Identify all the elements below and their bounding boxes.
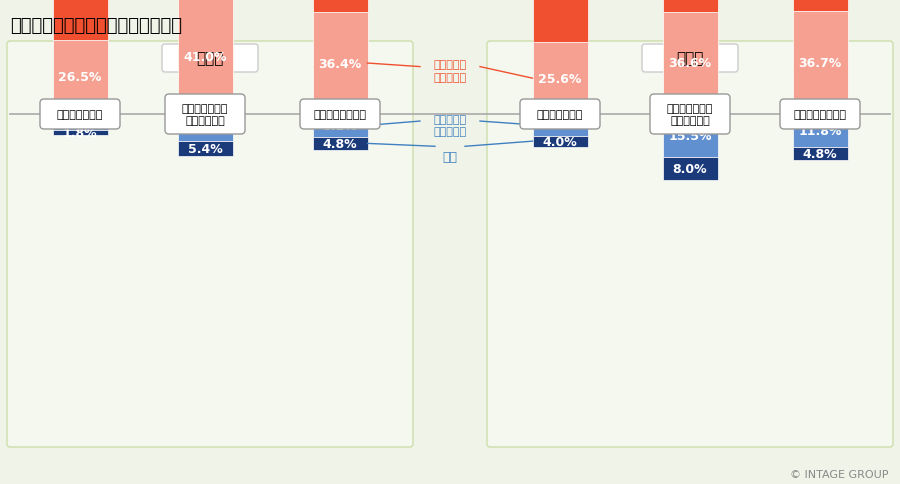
Text: 36.4%: 36.4% <box>319 58 362 70</box>
Text: © INTAGE GROUP: © INTAGE GROUP <box>789 469 888 479</box>
Bar <box>793 12 848 115</box>
Bar <box>533 0 588 43</box>
Text: 未就学児以上の
子どもと同居: 未就学児以上の 子どもと同居 <box>667 104 713 126</box>
Text: 5.4%: 5.4% <box>187 143 222 156</box>
FancyBboxPatch shape <box>7 42 413 447</box>
FancyBboxPatch shape <box>165 95 245 135</box>
Text: 女　性: 女 性 <box>676 51 704 66</box>
Text: 4.8%: 4.8% <box>323 137 357 151</box>
Bar <box>312 137 367 151</box>
Bar <box>793 115 848 148</box>
Text: 子どもと同居なし: 子どもと同居なし <box>313 110 366 120</box>
FancyBboxPatch shape <box>162 45 258 73</box>
Bar <box>312 13 367 115</box>
Bar <box>533 43 588 115</box>
Text: 男　性: 男 性 <box>196 51 224 66</box>
Text: 36.7%: 36.7% <box>798 57 842 70</box>
Bar <box>177 115 232 142</box>
Bar <box>312 0 367 13</box>
Text: 5.7%: 5.7% <box>63 116 97 129</box>
FancyBboxPatch shape <box>650 95 730 135</box>
Text: 25.6%: 25.6% <box>538 73 581 86</box>
Bar <box>52 41 107 115</box>
Bar <box>177 142 232 157</box>
Bar <box>662 0 717 13</box>
FancyBboxPatch shape <box>487 42 893 447</box>
Text: 26.5%: 26.5% <box>58 71 102 84</box>
Text: どちらかと
いえば反対: どちらかと いえば反対 <box>434 115 466 137</box>
Text: 41.0%: 41.0% <box>184 51 227 64</box>
FancyBboxPatch shape <box>780 100 860 130</box>
Bar <box>52 0 107 41</box>
Bar <box>533 115 588 136</box>
FancyBboxPatch shape <box>300 100 380 130</box>
Text: 11.8%: 11.8% <box>798 125 842 138</box>
Bar <box>793 0 848 12</box>
Text: 36.6%: 36.6% <box>669 57 712 70</box>
Text: 4.8%: 4.8% <box>803 148 837 161</box>
Text: 未就学児と同居: 未就学児と同居 <box>57 110 104 120</box>
Text: 8.0%: 8.0% <box>672 163 707 176</box>
Text: 1.8%: 1.8% <box>63 127 97 140</box>
Bar <box>793 148 848 161</box>
Bar <box>533 136 588 148</box>
Text: 未就学児と同居: 未就学児と同居 <box>536 110 583 120</box>
Text: 15.5%: 15.5% <box>668 130 712 143</box>
Bar <box>52 115 107 131</box>
Text: どちらかと
いえば賛成: どちらかと いえば賛成 <box>434 60 466 83</box>
FancyBboxPatch shape <box>520 100 600 130</box>
Text: 未就学児以上の
子どもと同居: 未就学児以上の 子どもと同居 <box>182 104 229 126</box>
FancyBboxPatch shape <box>40 100 120 130</box>
FancyBboxPatch shape <box>642 45 738 73</box>
Text: 図表１：保育の無償化に対する意見: 図表１：保育の無償化に対する意見 <box>10 17 182 35</box>
Bar <box>312 115 367 137</box>
Bar <box>662 13 717 115</box>
Text: 子どもと同居なし: 子どもと同居なし <box>794 110 847 120</box>
Text: 4.0%: 4.0% <box>543 136 578 149</box>
Text: 8.1%: 8.1% <box>323 120 357 133</box>
Text: 9.6%: 9.6% <box>188 121 222 135</box>
Bar <box>177 0 232 115</box>
Bar <box>662 115 717 158</box>
Bar <box>662 158 717 181</box>
Text: 反対: 反対 <box>443 151 457 164</box>
Text: 7.7%: 7.7% <box>543 119 578 132</box>
Bar <box>52 131 107 136</box>
